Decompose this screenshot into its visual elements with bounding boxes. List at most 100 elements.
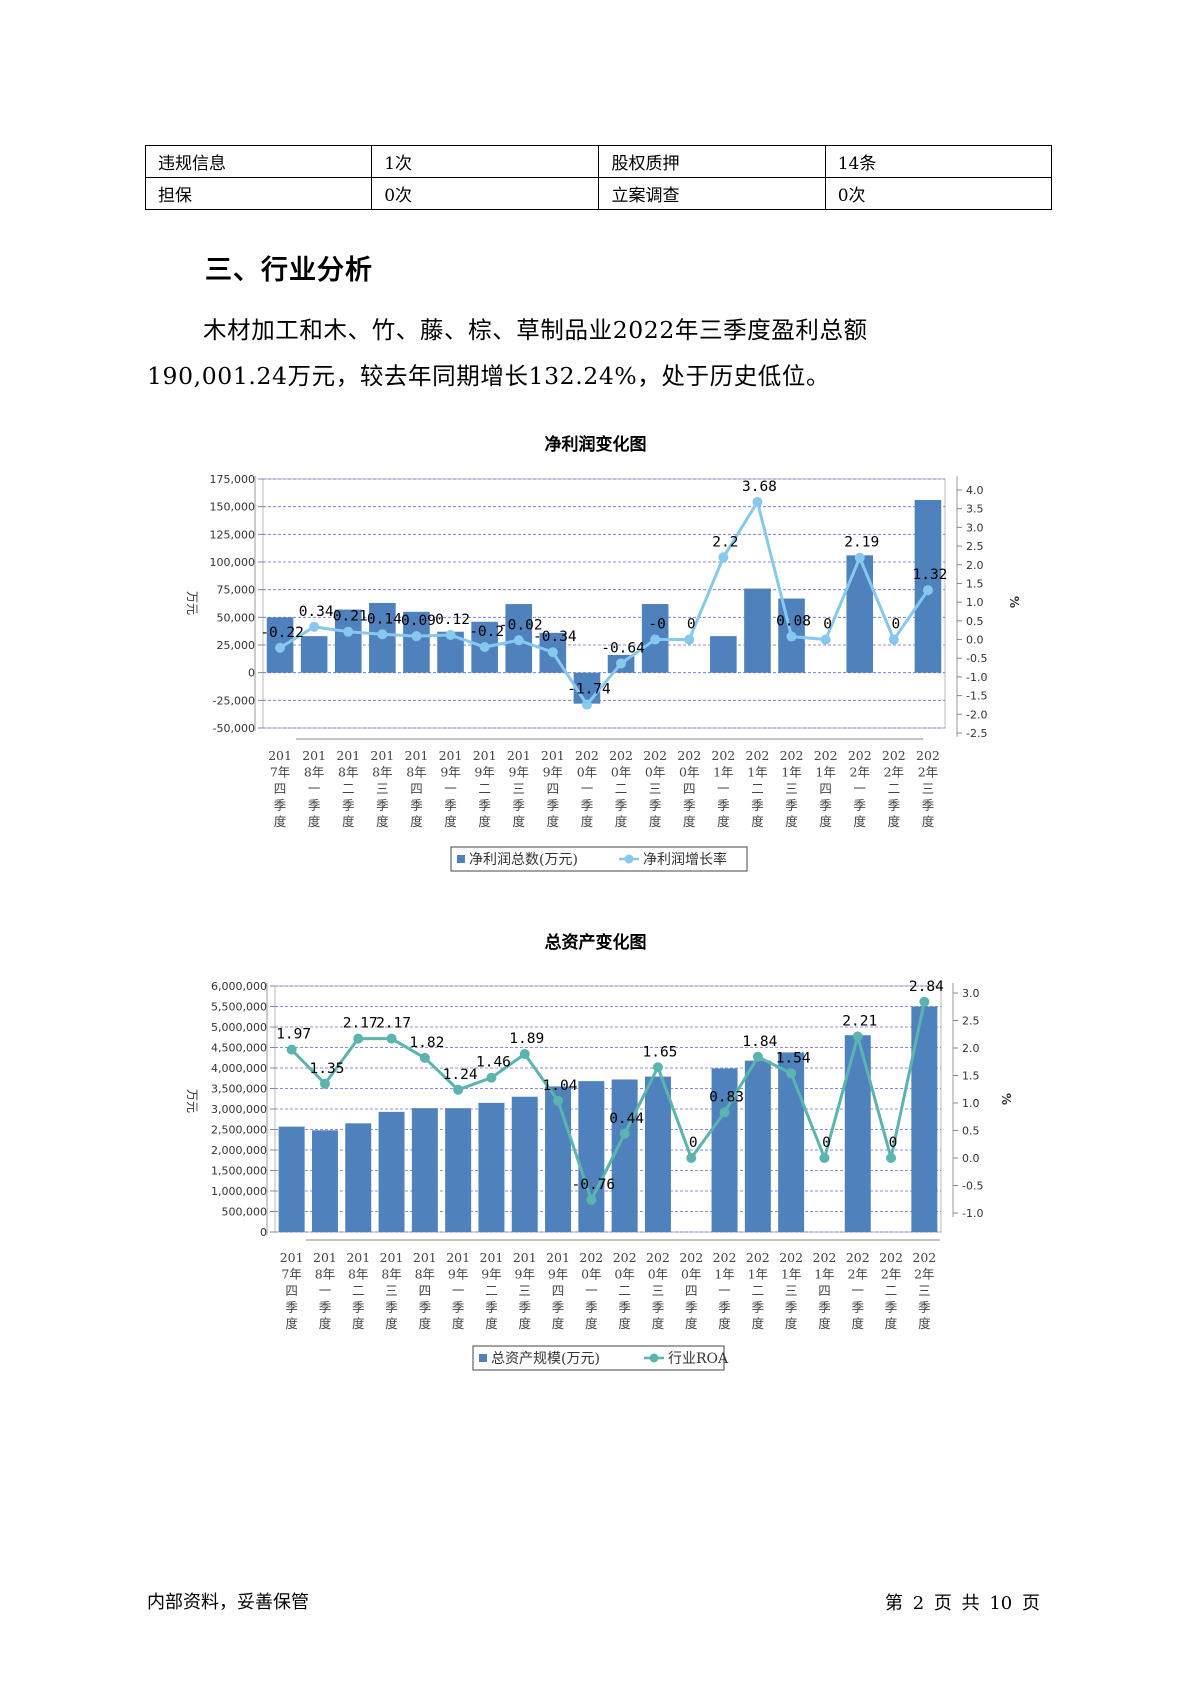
bar bbox=[334, 609, 362, 673]
data-label: 1.32 bbox=[912, 567, 947, 583]
x-tick-label: 202 1年一季度 bbox=[711, 748, 735, 829]
line-point bbox=[586, 1194, 597, 1205]
x-tick-label: 201 9年三季度 bbox=[507, 748, 531, 829]
bar bbox=[710, 636, 737, 673]
y-tick-label: 4,000,000 bbox=[211, 1062, 267, 1075]
x-tick-label: 201 8年四季度 bbox=[413, 1250, 437, 1331]
data-label: 1.35 bbox=[309, 1061, 344, 1077]
y-tick-label: -50,000 bbox=[213, 722, 255, 735]
y-tick-label: 175,000 bbox=[210, 473, 256, 486]
line-point bbox=[453, 1084, 464, 1095]
bar bbox=[578, 1081, 605, 1232]
x-tick-label: 201 9年三季度 bbox=[513, 1250, 537, 1331]
line-point bbox=[820, 634, 831, 645]
data-label: 0.12 bbox=[435, 612, 470, 628]
line-point bbox=[919, 996, 930, 1007]
x-tick-label: 201 8年三季度 bbox=[370, 748, 394, 829]
data-label: 2.19 bbox=[844, 535, 879, 551]
bar bbox=[573, 672, 601, 704]
x-tick-label: 201 9年四季度 bbox=[541, 748, 565, 829]
data-label: 0.08 bbox=[776, 614, 811, 630]
footer-page-number: 第 2 页 共 10 页 bbox=[885, 1593, 1040, 1614]
x-tick-label: 202 1年三季度 bbox=[779, 1250, 803, 1331]
y2-tick-label: 2.5 bbox=[966, 540, 984, 553]
y-tick-label: 2,500,000 bbox=[211, 1124, 267, 1137]
y2-tick-label: 3.0 bbox=[966, 521, 984, 534]
y2-tick-label: 3.0 bbox=[962, 987, 980, 1000]
line-point bbox=[445, 630, 456, 641]
y-axis-title: 万元 bbox=[185, 591, 199, 615]
y-tick-label: 25,000 bbox=[217, 639, 256, 652]
data-label: 1.84 bbox=[742, 1034, 777, 1050]
x-tick-label: 202 2年二季度 bbox=[882, 748, 906, 829]
bar bbox=[846, 555, 874, 673]
y-tick-label: 125,000 bbox=[210, 528, 256, 541]
series-line bbox=[290, 1001, 926, 1204]
chart-title-profit: 净利润变化图 bbox=[544, 435, 647, 455]
data-label: 1.24 bbox=[443, 1067, 478, 1083]
x-tick-label: 202 1年四季度 bbox=[814, 748, 838, 829]
y2-tick-label: -0.5 bbox=[962, 1180, 983, 1193]
table-cell: 股权质押 bbox=[598, 145, 826, 178]
data-label: 2.21 bbox=[842, 1013, 877, 1029]
bar bbox=[445, 1108, 472, 1232]
x-tick-label: 202 0年三季度 bbox=[643, 748, 667, 829]
y2-tick-label: 4.0 bbox=[966, 484, 984, 497]
y-tick-label: 3,500,000 bbox=[211, 1083, 267, 1096]
bar bbox=[311, 1130, 338, 1232]
series-line bbox=[279, 498, 930, 708]
table-cell: 立案调查 bbox=[598, 177, 826, 210]
line-point bbox=[922, 585, 933, 596]
y-tick-label: 4,500,000 bbox=[211, 1042, 267, 1055]
footer-confidential: 内部资料，妥善保管 bbox=[147, 1592, 309, 1613]
data-label: -0.2 bbox=[469, 624, 504, 640]
line-point bbox=[819, 1153, 830, 1163]
x-tick-label: 202 2年三季度 bbox=[916, 748, 940, 829]
x-tick-label: 202 1年一季度 bbox=[713, 1250, 737, 1331]
bar bbox=[378, 1111, 405, 1232]
data-label: 2.84 bbox=[909, 979, 944, 995]
x-tick-label: 202 0年二季度 bbox=[613, 1250, 637, 1331]
line-point bbox=[786, 1068, 797, 1079]
data-label: -0.02 bbox=[499, 617, 543, 633]
line-point bbox=[309, 621, 320, 632]
line-point bbox=[852, 1031, 863, 1042]
table-cell: 0次 bbox=[371, 177, 600, 210]
line-point bbox=[786, 631, 797, 642]
x-tick-label: 202 0年四季度 bbox=[677, 748, 701, 829]
y2-tick-label: 1.5 bbox=[962, 1070, 980, 1083]
data-label: 0 bbox=[823, 617, 832, 633]
legend-label-line: 行业ROA bbox=[668, 1351, 729, 1367]
data-label: 1.46 bbox=[476, 1055, 511, 1071]
table-cell: 违规信息 bbox=[144, 145, 373, 178]
x-tick-label: 201 8年一季度 bbox=[313, 1250, 337, 1331]
data-label: -0.76 bbox=[572, 1177, 616, 1193]
x-tick-label: 201 8年二季度 bbox=[346, 1250, 370, 1331]
line-point bbox=[719, 1107, 730, 1118]
x-tick-label: 201 8年三季度 bbox=[380, 1250, 404, 1331]
data-label: 2.17 bbox=[376, 1016, 411, 1032]
bar bbox=[345, 1123, 372, 1232]
y2-tick-label: 0.5 bbox=[962, 1125, 980, 1138]
bar bbox=[644, 1076, 671, 1232]
line-point bbox=[616, 658, 627, 669]
x-tick-label: 202 2年二季度 bbox=[879, 1250, 903, 1331]
data-label: 1.04 bbox=[543, 1078, 578, 1094]
y2-tick-label: 0.0 bbox=[966, 634, 984, 647]
data-label: 0 bbox=[822, 1135, 831, 1151]
x-tick-label: 202 0年一季度 bbox=[579, 1250, 603, 1331]
table-cell: 14条 bbox=[824, 145, 1053, 178]
y-tick-label: 5,000,000 bbox=[211, 1021, 267, 1034]
y-tick-label: 0 bbox=[248, 667, 255, 680]
bar bbox=[478, 1102, 505, 1232]
y-tick-label: 1,500,000 bbox=[211, 1165, 267, 1178]
data-label: 2.2 bbox=[712, 534, 738, 550]
table-cell: 1次 bbox=[371, 145, 600, 178]
data-label: 0.09 bbox=[401, 613, 436, 629]
x-tick-label: 202 1年三季度 bbox=[780, 748, 804, 829]
table-cell: 担保 bbox=[144, 177, 373, 210]
legend-swatch-bar bbox=[457, 855, 465, 863]
legend-swatch-bar bbox=[479, 1354, 487, 1362]
x-tick-label: 202 0年三季度 bbox=[646, 1250, 670, 1331]
data-label: -0.22 bbox=[260, 625, 304, 641]
